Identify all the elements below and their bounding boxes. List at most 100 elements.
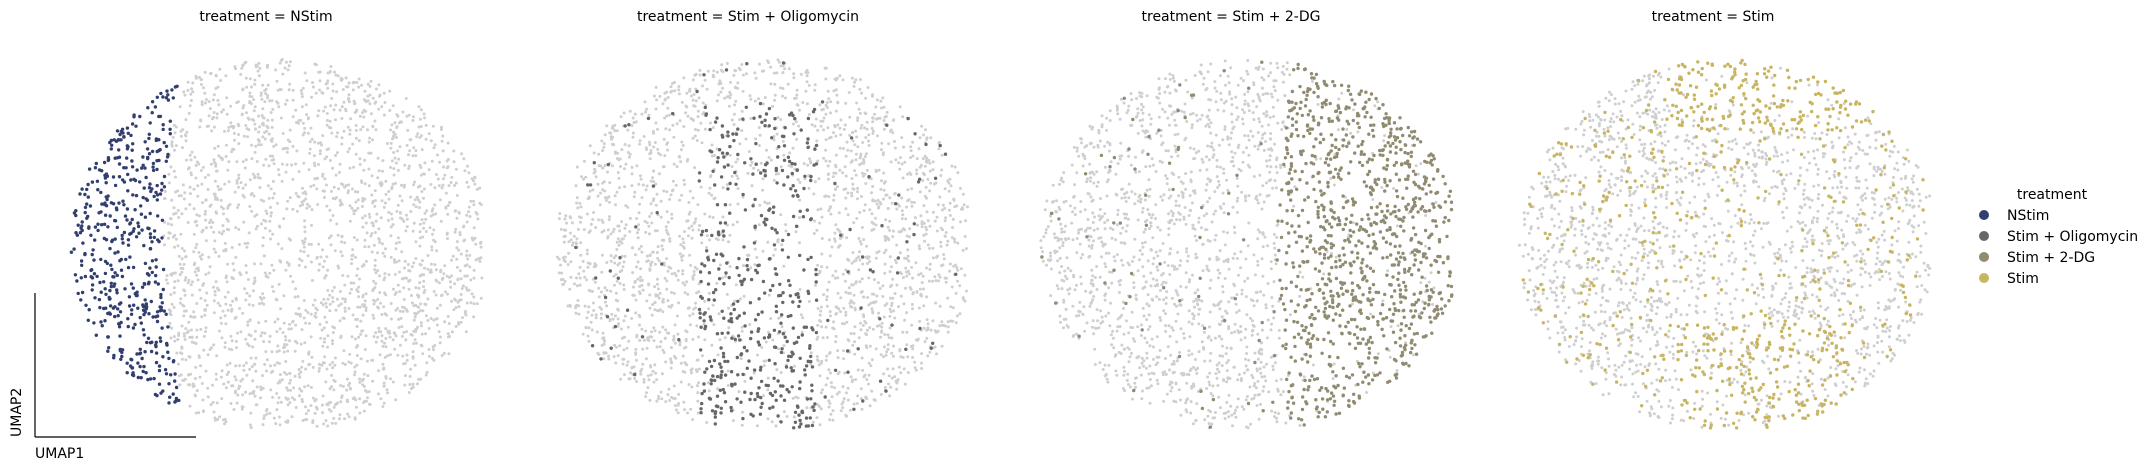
background-point: [353, 111, 357, 114]
background-point: [886, 225, 890, 229]
background-point: [608, 319, 612, 323]
background-point: [339, 400, 343, 404]
highlight-point: [155, 198, 159, 202]
background-point: [403, 259, 407, 263]
highlight-point: [790, 171, 794, 176]
background-point: [305, 113, 309, 117]
highlight-point: [594, 276, 598, 280]
background-point: [805, 406, 809, 410]
background-point: [213, 179, 217, 183]
highlight-point: [131, 193, 135, 197]
background-point: [905, 343, 909, 347]
highlight-point: [112, 275, 116, 279]
background-point: [180, 212, 184, 216]
background-point: [696, 391, 700, 395]
highlight-point: [76, 223, 80, 227]
background-point: [609, 289, 613, 293]
background-point: [723, 336, 727, 340]
background-point: [809, 362, 813, 366]
background-point: [638, 323, 641, 327]
background-point: [632, 121, 636, 124]
background-point: [946, 330, 950, 334]
background-point: [711, 216, 715, 219]
background-point: [273, 363, 277, 367]
background-point: [844, 207, 848, 211]
background-point: [901, 276, 905, 279]
background-point: [409, 210, 413, 213]
background-point: [639, 177, 643, 181]
background-point: [928, 246, 931, 250]
background-point: [781, 64, 785, 68]
highlight-point: [798, 386, 802, 391]
background-point: [616, 171, 620, 174]
background-point: [658, 94, 662, 98]
background-point: [370, 232, 374, 235]
background-point: [424, 217, 428, 221]
background-point: [886, 343, 890, 347]
background-point: [221, 418, 225, 422]
highlight-point: [144, 371, 148, 375]
background-point: [388, 109, 392, 112]
background-point: [330, 189, 333, 193]
background-point: [578, 283, 582, 287]
background-point: [801, 316, 805, 320]
background-point: [676, 332, 680, 336]
background-point: [665, 114, 669, 118]
highlight-point: [812, 163, 816, 167]
background-point: [458, 269, 462, 273]
background-point: [189, 92, 193, 96]
highlight-point: [96, 222, 100, 226]
background-point: [470, 292, 474, 296]
background-point: [911, 154, 915, 158]
background-point: [825, 336, 829, 339]
background-point: [277, 282, 281, 286]
panel-title-stim: treatment = Stim: [1652, 9, 1775, 25]
background-point: [635, 231, 639, 235]
highlight-point: [740, 282, 744, 287]
background-point: [816, 208, 820, 212]
background-point: [250, 209, 254, 213]
highlight-point: [160, 188, 164, 192]
highlight-point: [112, 284, 116, 288]
background-point: [344, 76, 348, 80]
background-point: [340, 77, 344, 81]
highlight-point: [160, 218, 165, 222]
background-point: [407, 287, 411, 291]
background-point: [442, 165, 446, 169]
background-point: [220, 110, 223, 114]
background-point: [858, 280, 862, 284]
background-point: [557, 217, 561, 221]
background-point: [600, 270, 604, 274]
background-point: [309, 386, 313, 389]
background-point: [872, 301, 876, 305]
background-point: [261, 292, 265, 296]
highlight-point: [826, 318, 830, 323]
background-point: [818, 221, 822, 225]
background-point: [361, 303, 365, 307]
background-point: [188, 153, 192, 157]
background-point: [747, 253, 751, 257]
background-point: [602, 145, 606, 149]
background-point: [781, 87, 785, 90]
background-point: [229, 303, 232, 307]
background-point: [738, 142, 742, 146]
background-point: [415, 135, 419, 138]
highlight-point: [739, 352, 744, 356]
background-point: [349, 361, 353, 365]
background-point: [600, 307, 603, 311]
background-point: [949, 319, 953, 323]
background-point: [827, 195, 831, 199]
background-point: [905, 274, 909, 278]
highlight-point: [755, 271, 760, 275]
highlight-point: [660, 262, 664, 266]
background-point: [819, 119, 823, 123]
background-point: [860, 91, 863, 95]
background-point: [691, 337, 695, 341]
background-point: [180, 270, 184, 274]
background-point: [323, 259, 326, 263]
background-point: [324, 274, 328, 278]
background-point: [873, 199, 877, 203]
background-point: [947, 181, 951, 185]
highlight-point: [775, 231, 779, 235]
background-point: [855, 256, 859, 260]
